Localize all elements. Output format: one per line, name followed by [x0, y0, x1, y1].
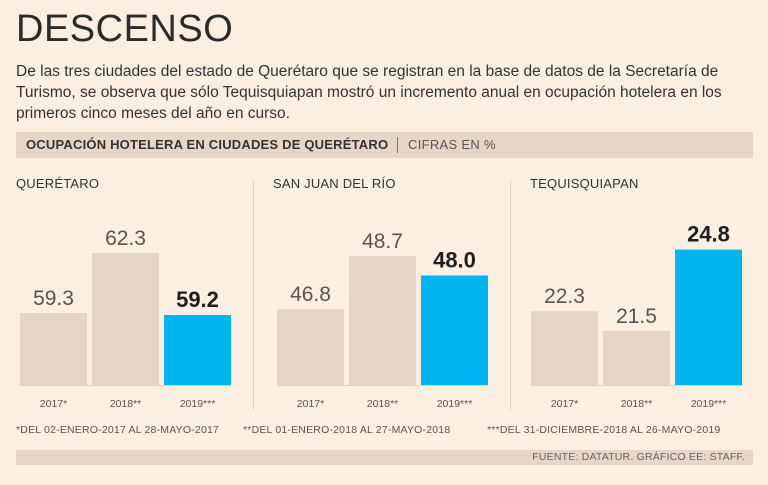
footnote-2017: *DEL 02-ENERO-2017 AL 28-MAYO-2017 — [16, 424, 220, 436]
bar — [531, 311, 598, 385]
x-tick-label: 2018** — [110, 398, 142, 410]
panel-divider — [510, 180, 511, 410]
bar-value-label: 24.8 — [687, 222, 730, 247]
bar-charts: 59.3 2017* 62.3 2018** 59.2 2019*** 46.8 2017* 4… — [20, 222, 742, 410]
title-divider — [397, 137, 398, 153]
bar-value-label: 48.7 — [362, 230, 403, 253]
bar-value-label: 22.3 — [544, 285, 585, 308]
page-title: DESCENSO — [16, 8, 234, 50]
x-tick-label: 2017* — [551, 398, 578, 410]
bar — [20, 313, 87, 385]
source-credit: FUENTE: DATATUR. GRÁFICO EE: STAFF. — [532, 451, 745, 463]
x-tick-label: 2019*** — [437, 398, 473, 410]
footnote-2019: ***DEL 31-DICIEMBRE-2018 AL 26-MAYO-2019 — [487, 424, 721, 436]
bar-value-label: 46.8 — [290, 283, 331, 306]
footer-band: FUENTE: DATATUR. GRÁFICO EE: STAFF. — [16, 450, 753, 465]
x-tick-label: 2017* — [40, 398, 67, 410]
bar — [164, 315, 231, 385]
x-tick-label: 2018** — [367, 398, 399, 410]
bar-value-label: 62.3 — [105, 227, 146, 250]
bar — [603, 330, 670, 385]
panel-title-tequisquiapan: TEQUISQUIAPAN — [530, 176, 639, 191]
panel-divider — [253, 180, 254, 410]
x-tick-label: 2018** — [621, 398, 653, 410]
bar — [675, 249, 742, 385]
bar — [421, 275, 488, 385]
bar — [277, 309, 344, 385]
bar — [349, 255, 416, 385]
footnote-2018: **DEL 01-ENERO-2018 AL 27-MAYO-2018 — [243, 424, 451, 436]
bar-value-label: 59.2 — [176, 287, 219, 312]
bar-value-label: 48.0 — [433, 248, 476, 273]
x-tick-label: 2019*** — [180, 398, 216, 410]
bar-value-label: 21.5 — [616, 305, 657, 328]
panel-title-queretaro: QUERÉTARO — [16, 176, 100, 191]
x-tick-label: 2017* — [297, 398, 324, 410]
x-tick-label: 2019*** — [691, 398, 727, 410]
chart-units: CIFRAS EN % — [408, 137, 496, 152]
chart-title-band: OCUPACIÓN HOTELERA EN CIUDADES DE QUERÉT… — [16, 132, 753, 158]
bar-value-label: 59.3 — [33, 287, 74, 310]
panel-title-san-juan-del-rio: SAN JUAN DEL RÍO — [273, 176, 396, 191]
chart-title: OCUPACIÓN HOTELERA EN CIUDADES DE QUERÉT… — [26, 137, 389, 152]
bar — [92, 253, 159, 385]
intro-paragraph: De las tres ciudades del estado de Queré… — [16, 63, 722, 122]
